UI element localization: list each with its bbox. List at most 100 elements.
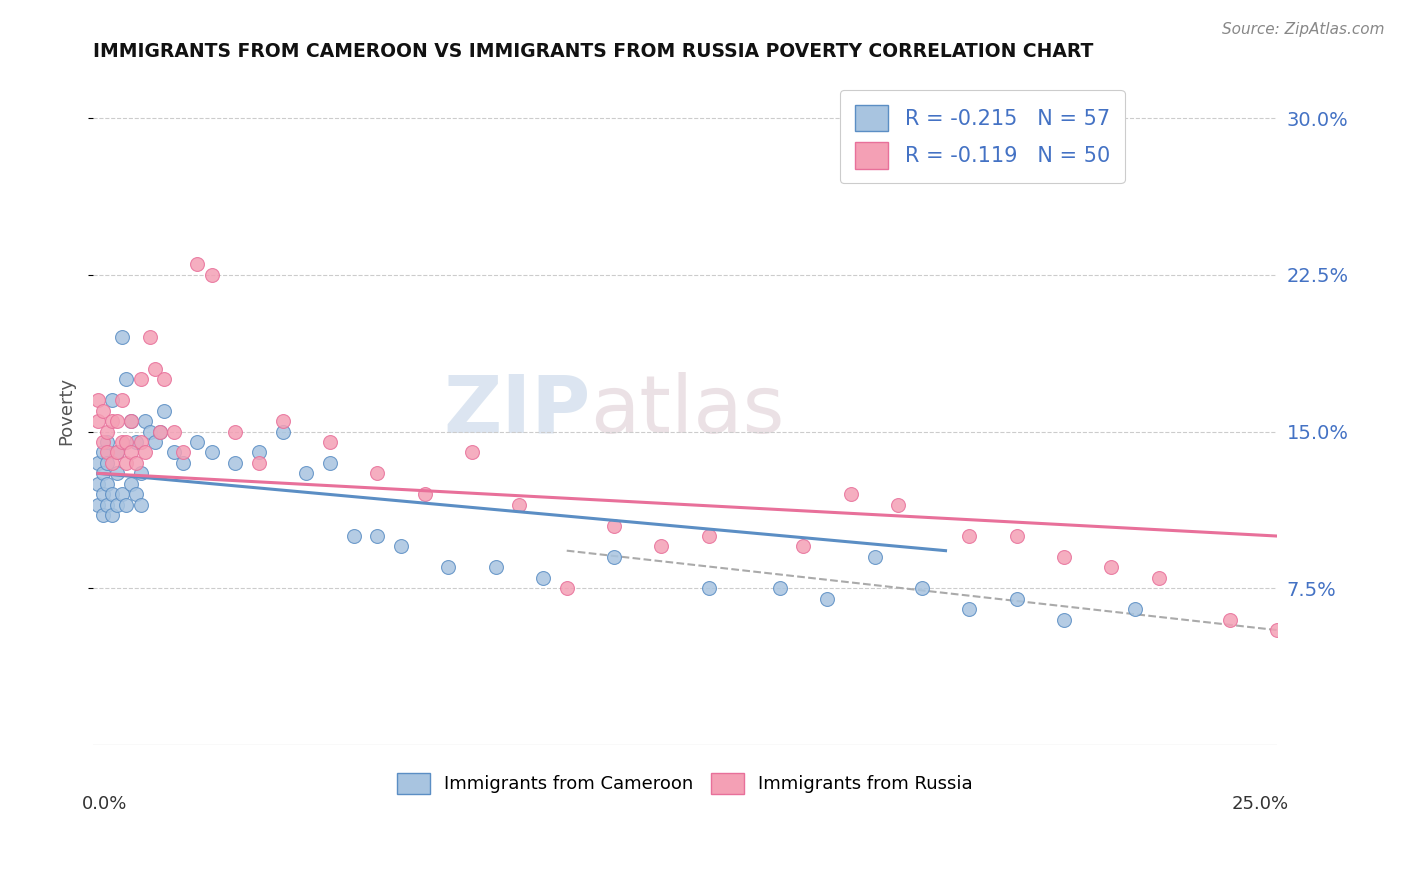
Point [769,582,792,596]
Point [319,434,342,449]
Point [1147,571,1170,585]
Point [1005,591,1028,606]
Point [153,403,176,417]
Point [105,445,128,459]
Point [163,445,186,459]
Point [129,498,152,512]
Point [96,434,118,449]
Point [87,476,110,491]
Point [957,602,980,616]
Point [115,456,138,470]
Point [1053,549,1076,564]
Point [101,393,124,408]
Point [389,540,412,554]
Point [163,425,186,439]
Point [111,434,134,449]
Point [96,476,118,491]
Point [125,434,148,449]
Text: atlas: atlas [591,372,785,450]
Point [129,467,152,481]
Point [603,549,626,564]
Point [101,456,124,470]
Point [111,330,134,344]
Point [105,467,128,481]
Point [148,425,170,439]
Point [96,456,118,470]
Point [134,414,156,428]
Point [115,498,138,512]
Point [87,498,110,512]
Point [887,498,910,512]
Point [148,425,170,439]
Point [120,414,142,428]
Point [91,467,114,481]
Point [105,498,128,512]
Text: 25.0%: 25.0% [1232,795,1289,814]
Point [485,560,508,574]
Point [1099,560,1122,574]
Y-axis label: Poverty: Poverty [58,376,75,445]
Point [143,434,166,449]
Point [319,456,342,470]
Point [224,456,246,470]
Point [129,372,152,386]
Point [957,529,980,543]
Point [129,434,152,449]
Point [134,445,156,459]
Point [508,498,530,512]
Point [120,476,142,491]
Point [224,425,246,439]
Point [697,529,720,543]
Point [120,445,142,459]
Point [87,414,110,428]
Point [125,487,148,501]
Point [366,467,388,481]
Point [437,560,460,574]
Point [101,508,124,523]
Point [201,268,224,282]
Point [172,445,194,459]
Point [153,372,176,386]
Text: ZIP: ZIP [443,372,591,450]
Point [91,445,114,459]
Point [247,456,270,470]
Point [271,414,294,428]
Point [125,456,148,470]
Point [91,508,114,523]
Point [91,487,114,501]
Point [186,257,208,271]
Legend: R = -0.215   N = 57, R = -0.119   N = 50: R = -0.215 N = 57, R = -0.119 N = 50 [841,90,1125,183]
Point [96,425,118,439]
Point [650,540,672,554]
Point [839,487,862,501]
Point [115,372,138,386]
Point [366,529,388,543]
Point [863,549,886,564]
Point [1265,623,1288,637]
Point [461,445,484,459]
Point [247,445,270,459]
Point [271,425,294,439]
Point [1219,613,1241,627]
Point [697,582,720,596]
Point [815,591,838,606]
Point [101,414,124,428]
Point [105,445,128,459]
Point [96,445,118,459]
Text: 0.0%: 0.0% [82,795,127,814]
Point [172,456,194,470]
Point [87,393,110,408]
Point [91,403,114,417]
Point [792,540,814,554]
Point [295,467,318,481]
Point [139,330,162,344]
Point [111,487,134,501]
Point [105,414,128,428]
Text: Source: ZipAtlas.com: Source: ZipAtlas.com [1222,22,1385,37]
Point [111,393,134,408]
Point [87,456,110,470]
Point [413,487,436,501]
Point [115,434,138,449]
Point [343,529,366,543]
Point [120,414,142,428]
